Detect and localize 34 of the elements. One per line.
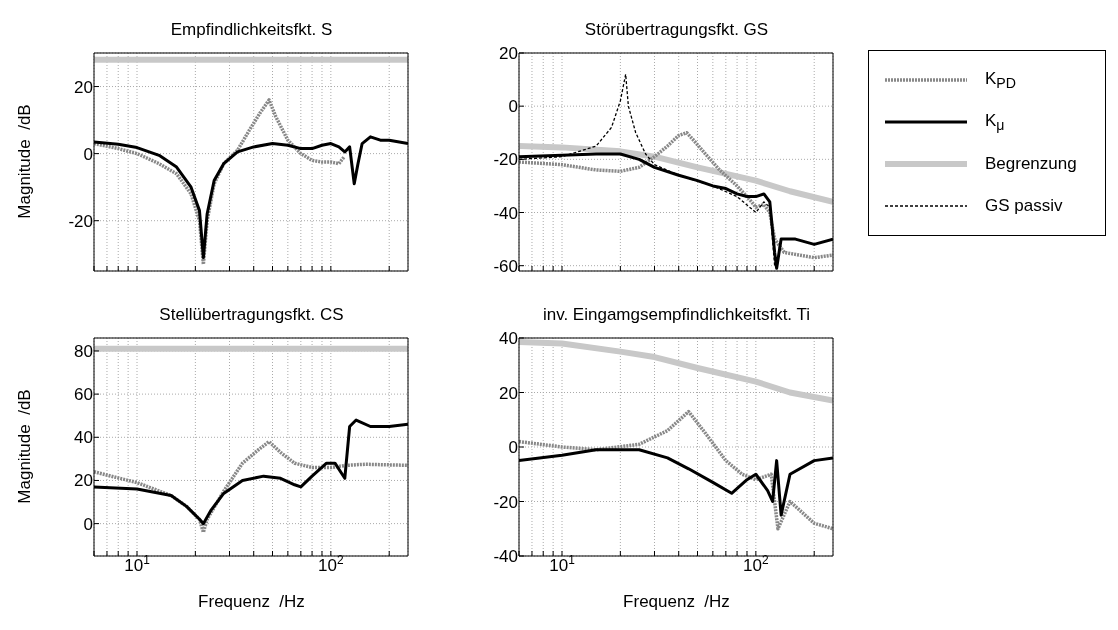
y-tick-label: 20 [74,471,93,491]
y-tick-label: 20 [499,383,518,403]
y-tick-label: 80 [74,341,93,361]
legend-label: Begrenzung [985,154,1077,174]
y-axis-title: Magnitude /dB [15,104,34,219]
legend-label: GS passiv [985,196,1063,216]
y-tick-label: 20 [74,77,93,97]
y-tick-label: -40 [493,203,518,223]
y-tick-label: -20 [493,150,518,170]
y-tick-label: 0 [508,438,518,457]
x-axis-title: Frequenz /Hz [197,592,306,612]
y-axis-title: Magnitude /dB [15,389,34,504]
y-tick-label: 0 [508,97,518,117]
y-tick-label: 0 [83,514,93,534]
y-tick-label: -40 [493,547,518,566]
y-tick-label: 40 [74,428,93,448]
legend-label: K$_{PD}$ [985,68,1017,92]
x-tick-label: 10$^{1}$ [549,553,576,575]
x-axis-title: Frequenz /Hz [622,592,731,612]
y-tick-label: -20 [493,492,518,512]
x-tick-label: 10$^{2}$ [318,553,345,575]
y-tick-label: 60 [74,385,93,405]
x-tick-label: 10$^{2}$ [743,553,770,575]
y-tick-label: 40 [499,329,518,348]
chart-title: Empfindlichkeitsfkt. S [169,20,334,40]
y-tick-label: -20 [68,211,93,231]
y-tick-label: 20 [499,44,518,63]
y-tick-label: -60 [493,256,518,276]
legend-label: K$_{μ}$ [985,110,1005,134]
chart-title: Störübertragungsfkt. GS [583,20,770,40]
y-tick-label: 0 [83,144,93,164]
chart-title: inv. Eingamgsempfindlichkeitsfkt. Ti [541,305,812,325]
x-tick-label: 10$^{1}$ [124,553,151,575]
chart-title: Stellübertragungsfkt. CS [158,305,345,325]
